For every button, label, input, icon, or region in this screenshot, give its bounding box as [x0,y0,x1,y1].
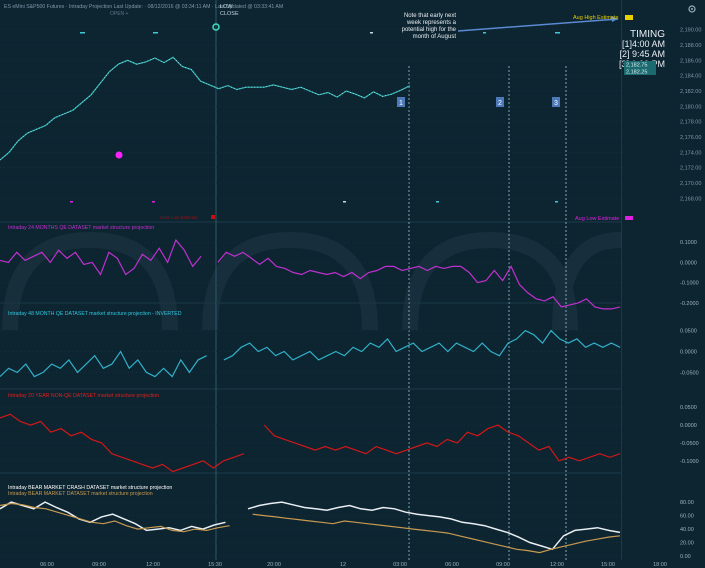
tick-label: 0.0500 [680,329,697,335]
series-line [223,329,621,361]
marker-2-label: 2 [498,100,502,107]
close-label: CLOSE [220,11,239,17]
panel-title: Intraday 48 MONTH QE DATASET market stru… [8,311,182,317]
header-title: ES eMini S&P500 Futures · Intraday Proje… [4,4,283,10]
annotation-arrow [457,18,619,32]
tick-label: 2,176.00 [680,135,701,141]
series-line [217,251,621,310]
low-label: LOW [220,4,233,10]
panel-title: Intraday 20 YEAR NON-QE DATASET market s… [8,393,159,399]
tick-label: 2,186.00 [680,58,701,64]
price-axis-bg [622,0,705,568]
annotation-line-4: month of August [413,34,457,40]
tick-label: 40.00 [680,527,694,533]
tick-label: 0.00 [680,554,691,560]
tick-label: 20.00 [680,541,694,547]
series-line-overlay [0,56,411,161]
annotation-line-2: week represents a [406,20,457,26]
marker-3: 3 [552,97,560,107]
tick-label: 2,174.00 [680,150,701,156]
aug-high-label: Aug High Estimate [573,15,619,21]
tick-label: -0.2000 [680,301,699,307]
aug-low-left-swatch [211,215,215,219]
series-line [252,513,621,554]
marker-1-label: 1 [399,100,403,107]
panel-title: Intraday BEAR MARKET CRASH DATASET marke… [8,485,172,491]
tick-label: -0.0500 [680,370,699,376]
tick-label: 60.00 [680,514,694,520]
aug-low-label: Aug Low Estimate [575,216,619,222]
x-tick-label: 09:00 [496,562,510,568]
timing-item-2: [2] 9:45 AM [619,49,665,59]
timing-item-1: [1]4:00 AM [622,39,665,49]
x-tick-label: 12:00 [550,562,564,568]
low-signal-dot [115,151,123,159]
level-dashes [70,32,560,203]
tick-label: 2,180.00 [680,104,701,110]
series-line [0,56,411,161]
tick-label: 0.0500 [680,405,697,411]
tick-label: 2,172.00 [680,166,701,172]
header-open: OPEN + [110,11,129,17]
tick-label: 0.0000 [680,350,697,356]
panel-subtitle: Intraday BEAR MARKET DATASET market stru… [8,491,153,497]
series-line [247,501,621,551]
current-price-1: 2,182.75 [626,63,647,69]
tick-label: -0.1000 [680,281,699,287]
series-line [0,413,245,473]
x-tick-label: 18:00 [653,562,667,568]
x-tick-label: 12 [340,562,346,568]
tick-label: 0.0000 [680,423,697,429]
annotation-arrowhead [611,16,618,22]
tick-label: 2,184.00 [680,74,701,80]
current-price-tag-2 [624,68,656,75]
series-line [0,238,202,276]
panel-title: Intraday 24 MONTHS QE DATASET market str… [8,225,154,231]
annotation-line-1: Note that early next [404,13,456,19]
marker-1: 1 [397,97,405,107]
tick-label: 2,178.00 [680,120,701,126]
aug-high-swatch [625,15,633,20]
tick-label: 2,190.00 [680,28,701,34]
tick-label: -0.0500 [680,441,699,447]
x-tick-label: 15:00 [601,562,615,568]
tick-label: 2,170.00 [680,181,701,187]
tick-label: -0.1000 [680,459,699,465]
series-line [0,501,226,532]
current-price-2: 2,182.25 [626,70,647,76]
series-line [263,424,621,462]
tick-label: 0.0000 [680,260,697,266]
x-tick-label: 06:00 [445,562,459,568]
gear-icon[interactable] [688,5,696,13]
tick-label: 2,182.00 [680,89,701,95]
open-marker [212,23,220,31]
current-price-tag-1 [624,61,656,68]
tick-label: 80.00 [680,500,694,506]
tick-label: 0.1000 [680,240,697,246]
x-tick-label: 12:00 [146,562,160,568]
annotation-line-3: potential high for the [402,27,457,33]
aug-low-swatch [625,216,633,220]
tick-label: 2,188.00 [680,43,701,49]
x-tick-label: 15:30 [208,562,222,568]
x-tick-label: 03:00 [393,562,407,568]
timing-title: TIMING [630,29,665,40]
marker-2: 2 [496,97,504,107]
x-tick-label: 06:00 [40,562,54,568]
series-line [0,502,230,533]
x-tick-label: 20:00 [267,562,281,568]
series-line [0,350,207,378]
aug-low-left-label: AUG Low Estimate [160,215,199,220]
marker-3-label: 3 [554,100,558,107]
x-tick-label: 09:00 [92,562,106,568]
tick-label: 2,168.00 [680,196,701,202]
annotation: Note that early next week represents a p… [402,13,619,40]
